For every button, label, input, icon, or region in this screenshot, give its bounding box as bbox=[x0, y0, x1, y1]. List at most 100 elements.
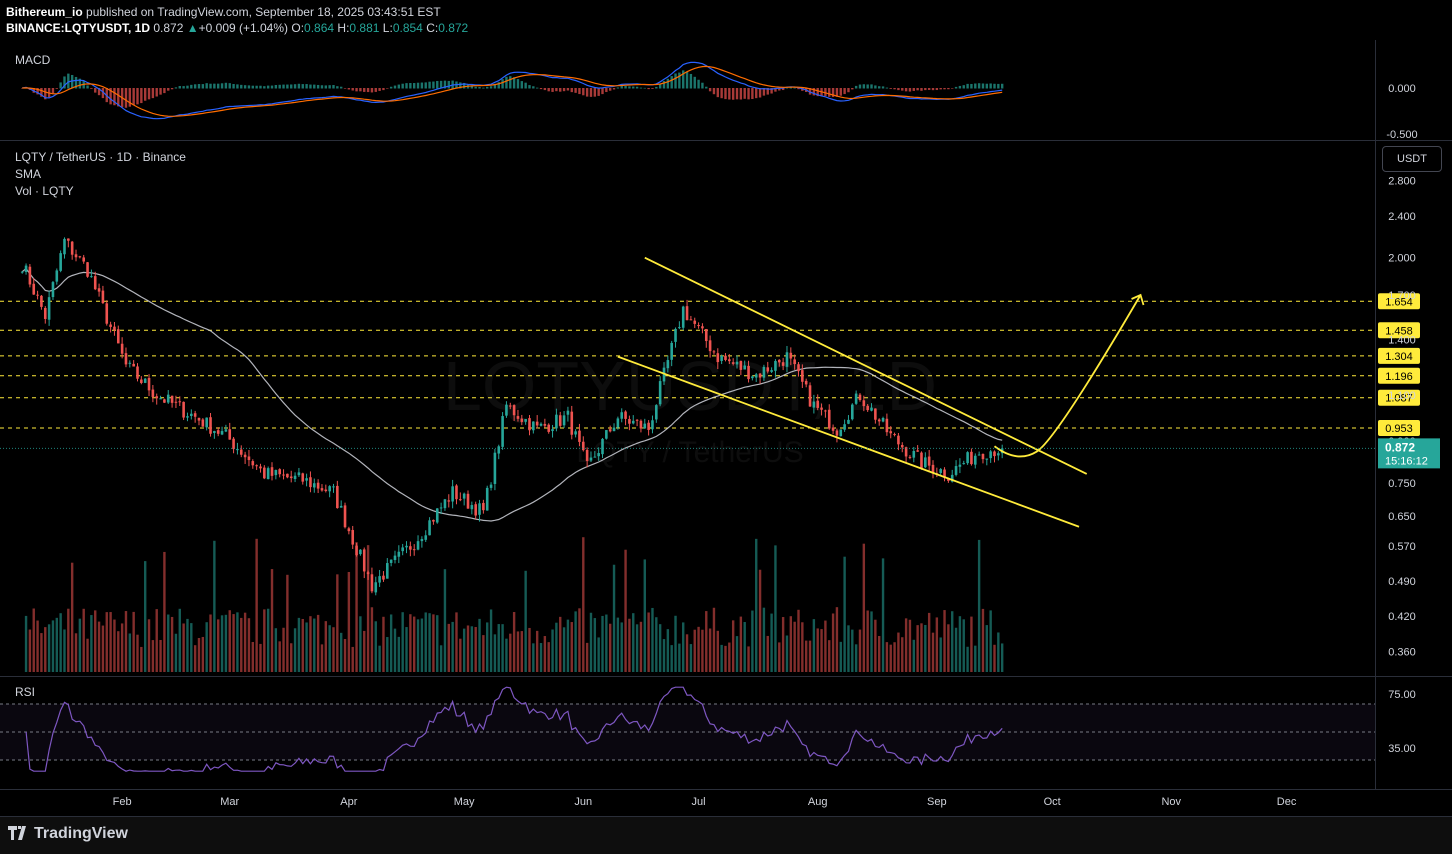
candle bbox=[605, 429, 608, 440]
macd-hist-bar bbox=[413, 83, 416, 89]
macd-hist-bar bbox=[589, 88, 593, 97]
candle-body bbox=[393, 555, 397, 561]
sma-label[interactable]: SMA bbox=[15, 167, 42, 181]
candle bbox=[482, 499, 485, 514]
macd-label[interactable]: MACD bbox=[15, 53, 51, 67]
candle bbox=[124, 347, 128, 368]
candle bbox=[228, 422, 232, 440]
candle-body bbox=[693, 320, 697, 324]
volume-bar bbox=[693, 629, 696, 672]
candle-body bbox=[74, 254, 78, 258]
candle-body bbox=[409, 546, 412, 550]
macd-hist-bar bbox=[651, 88, 654, 89]
candle-body bbox=[620, 412, 624, 419]
candle-body bbox=[535, 421, 539, 426]
macd-hist-bar bbox=[935, 88, 939, 91]
macd-hist-bar bbox=[270, 85, 274, 89]
candle bbox=[105, 300, 109, 326]
candle-body bbox=[989, 451, 992, 459]
candle bbox=[547, 423, 551, 434]
pane-separator-rsi[interactable] bbox=[0, 676, 1452, 677]
candle-body bbox=[497, 446, 501, 454]
volume-bar bbox=[566, 619, 570, 672]
symbol[interactable]: BINANCE:LQTYUSDT, 1D bbox=[6, 21, 151, 35]
macd-hist-bar bbox=[293, 84, 297, 89]
candle bbox=[539, 422, 543, 427]
author[interactable]: Bithereum_io bbox=[6, 5, 83, 19]
candle bbox=[178, 396, 182, 406]
candle bbox=[827, 404, 831, 430]
rsi-label[interactable]: RSI bbox=[15, 685, 36, 699]
candle bbox=[777, 359, 781, 367]
volume-bar bbox=[974, 645, 977, 672]
volume-bar bbox=[524, 570, 527, 672]
candle-body bbox=[128, 362, 132, 364]
macd-hist-bar bbox=[343, 88, 347, 89]
candle-body bbox=[639, 420, 643, 429]
candle bbox=[213, 430, 216, 439]
volume-bar bbox=[147, 619, 151, 672]
candle bbox=[585, 447, 589, 468]
volume-bar bbox=[620, 622, 623, 672]
candle-body bbox=[562, 415, 566, 426]
candle bbox=[701, 323, 704, 334]
candle-body bbox=[401, 547, 404, 552]
macd-hist-bar bbox=[397, 84, 401, 89]
candle-body bbox=[470, 505, 474, 510]
candle-body bbox=[528, 418, 531, 431]
candle bbox=[774, 359, 777, 378]
candle-body bbox=[316, 482, 320, 489]
macd-hist-bar bbox=[755, 88, 758, 99]
macd-hist-bar bbox=[313, 84, 316, 89]
macd-hist-bar bbox=[74, 76, 78, 89]
candle-body bbox=[109, 324, 112, 327]
candle bbox=[766, 361, 770, 374]
candle bbox=[989, 449, 992, 463]
currency-button[interactable]: USDT bbox=[1382, 146, 1442, 172]
candle bbox=[386, 558, 389, 579]
pane-separator-macd[interactable] bbox=[0, 140, 1452, 141]
candle-body bbox=[916, 450, 919, 452]
macd-hist-bar bbox=[858, 84, 862, 89]
candle bbox=[678, 321, 681, 330]
candle bbox=[751, 375, 754, 381]
volume-label[interactable]: Vol · LQTY bbox=[15, 184, 74, 198]
volume-bar bbox=[120, 623, 124, 672]
candle-body bbox=[912, 450, 916, 458]
candle-body bbox=[247, 456, 251, 461]
candle bbox=[351, 525, 355, 549]
volume-bar bbox=[389, 614, 393, 672]
candle bbox=[370, 567, 374, 594]
volume-bar bbox=[505, 638, 508, 672]
candle bbox=[954, 460, 958, 477]
macd-hist-bar bbox=[44, 88, 47, 100]
tradingview-logo[interactable]: TradingView bbox=[8, 825, 128, 843]
candle-body bbox=[359, 549, 362, 555]
main-title[interactable]: LQTY / TetherUS · 1D · Binance bbox=[15, 150, 186, 164]
volume-bar bbox=[697, 626, 700, 672]
volume-bar bbox=[243, 612, 247, 672]
candle bbox=[658, 376, 662, 407]
volume-bar bbox=[44, 627, 47, 672]
candle bbox=[977, 451, 981, 456]
candle bbox=[670, 340, 673, 367]
candle-body bbox=[443, 499, 447, 509]
watermark-symbol: LQTYUSDT, 1D bbox=[443, 347, 937, 425]
macd-hist-bar bbox=[751, 88, 754, 100]
candle-body bbox=[151, 389, 155, 397]
macd-hist-bar bbox=[186, 85, 189, 89]
brand-name: TradingView bbox=[34, 825, 128, 842]
candle-body bbox=[78, 256, 82, 258]
macd-hist-bar bbox=[678, 72, 681, 89]
candle-body bbox=[812, 401, 816, 408]
macd-hist-bar bbox=[301, 84, 304, 89]
candle-body bbox=[624, 411, 627, 419]
volume-bar bbox=[993, 644, 996, 672]
candle-body bbox=[278, 469, 281, 475]
candle bbox=[90, 269, 93, 278]
volume-bar bbox=[716, 630, 719, 672]
level-label-text: 1.654 bbox=[1385, 296, 1413, 308]
macd-hist-bar bbox=[762, 88, 766, 96]
candle bbox=[558, 411, 562, 428]
